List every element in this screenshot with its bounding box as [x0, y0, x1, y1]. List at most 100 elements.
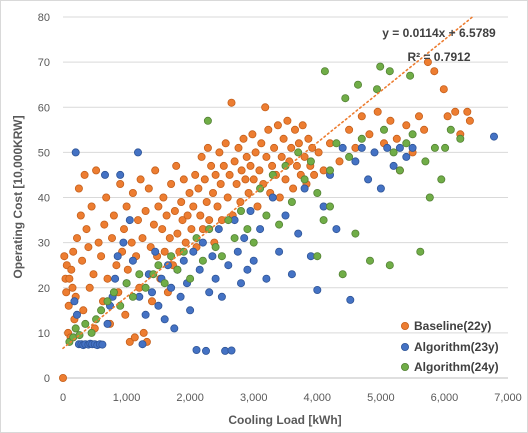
point-algorithm-23y: [395, 143, 404, 152]
point-algorithm-23y: [201, 346, 210, 355]
point-algorithm-24y: [406, 71, 415, 80]
point-algorithm-23y: [489, 132, 498, 141]
point-baseline-22y: [144, 184, 153, 193]
point-algorithm-24y: [243, 225, 252, 234]
point-baseline-22y: [136, 175, 145, 184]
point-algorithm-23y: [98, 340, 107, 349]
point-baseline-22y: [116, 179, 125, 188]
point-algorithm-24y: [325, 202, 334, 211]
point-baseline-22y: [225, 170, 234, 179]
point-algorithm-24y: [379, 125, 388, 134]
point-baseline-22y: [112, 261, 121, 270]
point-baseline-22y: [386, 116, 395, 125]
point-algorithm-23y: [214, 225, 223, 234]
point-algorithm-23y: [268, 193, 277, 202]
point-baseline-22y: [122, 202, 131, 211]
point-algorithm-23y: [116, 170, 125, 179]
point-algorithm-24y: [456, 134, 465, 143]
point-baseline-22y: [257, 139, 266, 148]
point-algorithm-24y: [224, 216, 233, 225]
point-algorithm-24y: [217, 252, 226, 261]
y-tick-label: 20: [38, 283, 50, 295]
point-baseline-22y: [149, 220, 158, 229]
x-axis-title: Cooling Load [kWh]: [228, 413, 341, 427]
point-baseline-22y: [246, 161, 255, 170]
point-algorithm-23y: [256, 225, 265, 234]
point-algorithm-23y: [141, 310, 150, 319]
point-algorithm-23y: [133, 148, 142, 157]
point-baseline-22y: [158, 225, 167, 234]
point-algorithm-23y: [151, 247, 160, 256]
point-algorithm-23y: [313, 285, 322, 294]
point-algorithm-24y: [313, 188, 322, 197]
point-algorithm-24y: [421, 157, 430, 166]
point-baseline-22y: [335, 157, 344, 166]
point-baseline-22y: [172, 161, 181, 170]
point-baseline-22y: [219, 161, 228, 170]
point-algorithm-24y: [385, 67, 394, 76]
point-baseline-22y: [227, 98, 236, 107]
series-algorithm-24y: [65, 62, 465, 346]
point-baseline-22y: [123, 265, 132, 274]
point-baseline-22y: [373, 107, 382, 116]
point-algorithm-23y: [389, 161, 398, 170]
point-algorithm-24y: [167, 252, 176, 261]
point-baseline-22y: [270, 143, 279, 152]
legend-label-algorithm-23y: Algorithm(23y): [414, 340, 499, 354]
point-baseline-22y: [125, 337, 134, 346]
point-algorithm-23y: [113, 252, 122, 261]
point-baseline-22y: [304, 134, 313, 143]
point-baseline-22y: [82, 225, 91, 234]
x-tick-label: 3,000: [240, 392, 268, 404]
y-tick-label: 70: [38, 57, 50, 69]
point-baseline-22y: [443, 112, 452, 121]
point-algorithm-23y: [208, 252, 217, 261]
point-baseline-22y: [196, 211, 205, 220]
point-algorithm-24y: [173, 265, 182, 274]
point-algorithm-23y: [243, 265, 252, 274]
point-baseline-22y: [167, 179, 176, 188]
point-algorithm-23y: [101, 170, 110, 179]
point-algorithm-24y: [71, 324, 80, 333]
point-baseline-22y: [423, 58, 432, 67]
point-algorithm-24y: [103, 297, 112, 306]
x-tick-label: 0: [60, 392, 66, 404]
point-algorithm-23y: [351, 157, 360, 166]
x-tick-label: 5,000: [367, 392, 395, 404]
point-algorithm-23y: [211, 274, 220, 283]
point-algorithm-23y: [111, 274, 120, 283]
point-baseline-22y: [203, 143, 212, 152]
point-baseline-22y: [181, 238, 190, 247]
point-algorithm-23y: [167, 283, 176, 292]
point-baseline-22y: [211, 170, 220, 179]
point-baseline-22y: [173, 229, 182, 238]
point-algorithm-24y: [97, 306, 106, 315]
point-algorithm-24y: [122, 279, 131, 288]
point-algorithm-23y: [281, 211, 290, 220]
point-algorithm-23y: [128, 256, 137, 265]
point-algorithm-24y: [128, 292, 137, 301]
point-baseline-22y: [76, 211, 85, 220]
point-algorithm-23y: [364, 175, 373, 184]
point-algorithm-23y: [163, 261, 172, 270]
legend-item-algorithm-24y: Algorithm(24y): [400, 360, 499, 374]
point-baseline-22y: [200, 175, 209, 184]
point-algorithm-23y: [402, 152, 411, 161]
point-algorithm-23y: [160, 315, 169, 324]
point-baseline-22y: [279, 134, 288, 143]
point-baseline-22y: [79, 306, 88, 315]
point-algorithm-24y: [149, 270, 158, 279]
y-tick-label: 80: [38, 12, 50, 24]
point-baseline-22y: [197, 152, 206, 161]
point-baseline-22y: [255, 166, 264, 175]
y-tick-label: 30: [38, 238, 50, 250]
point-baseline-22y: [60, 252, 69, 261]
point-baseline-22y: [298, 121, 307, 130]
point-algorithm-24y: [345, 152, 354, 161]
point-baseline-22y: [151, 166, 160, 175]
point-baseline-22y: [207, 161, 216, 170]
point-baseline-22y: [283, 116, 292, 125]
legend-marker-baseline: [400, 321, 409, 330]
point-algorithm-23y: [205, 288, 214, 297]
point-baseline-22y: [264, 125, 273, 134]
